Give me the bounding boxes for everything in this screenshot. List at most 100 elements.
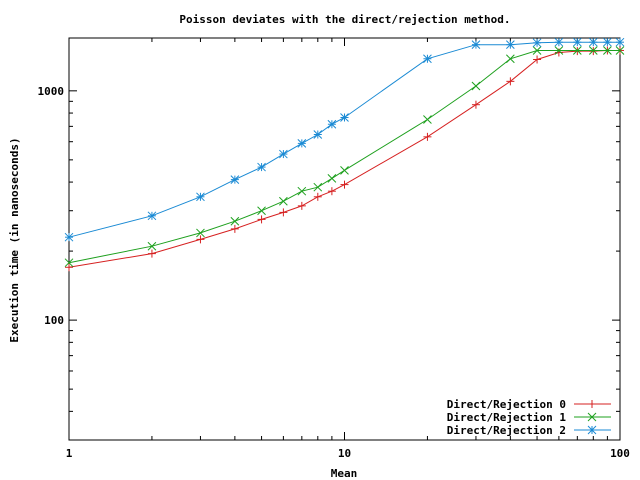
series-1	[64, 46, 625, 268]
data-point	[572, 37, 582, 47]
data-point	[588, 46, 598, 55]
data-point	[506, 54, 515, 64]
data-point	[297, 139, 307, 148]
plot-frame	[68, 37, 621, 441]
series-line	[68, 50, 620, 264]
x-tick-label: 1	[66, 447, 73, 460]
y-tick-label: 100	[44, 314, 64, 327]
data-point	[506, 40, 515, 50]
x-tick-label: 10	[338, 447, 351, 460]
data-point	[533, 55, 542, 64]
data-point	[423, 132, 432, 141]
data-point	[147, 211, 157, 221]
data-point-stroke	[279, 149, 288, 159]
data-point	[532, 46, 542, 55]
data-point	[230, 224, 239, 233]
legend-item: Direct/Rejection 1	[447, 411, 611, 424]
x-axis-label: Mean	[331, 467, 358, 480]
data-point-stroke	[603, 46, 612, 55]
data-point-stroke	[230, 216, 240, 226]
data-point	[65, 263, 73, 272]
data-point-stroke	[423, 54, 432, 64]
data-point-stroke	[554, 46, 564, 55]
data-point-stroke	[257, 162, 266, 172]
legend-label: Direct/Rejection 0	[447, 398, 566, 411]
data-point-stroke	[327, 174, 337, 183]
data-point	[257, 162, 266, 172]
data-point-stroke	[588, 46, 598, 55]
data-point	[196, 228, 205, 238]
data-point-stroke	[532, 38, 542, 48]
data-point	[615, 46, 625, 55]
legend-label: Direct/Rejection 1	[447, 411, 567, 424]
data-point	[327, 119, 337, 129]
data-point	[257, 215, 266, 224]
data-point	[603, 37, 612, 47]
data-point	[554, 37, 564, 47]
data-point	[196, 235, 205, 244]
legend-item: Direct/Rejection 2	[447, 424, 611, 437]
plot-border	[68, 37, 621, 441]
data-point-stroke	[532, 46, 542, 55]
data-point-stroke	[64, 232, 74, 242]
data-point	[297, 201, 306, 210]
data-point	[588, 37, 598, 47]
series-0	[65, 46, 624, 272]
data-point-stroke	[196, 192, 205, 202]
data-point	[340, 165, 349, 175]
data-point-stroke	[587, 412, 597, 422]
legend-label: Direct/Rejection 2	[447, 424, 566, 437]
data-point-stroke	[230, 175, 240, 184]
data-point-stroke	[196, 228, 205, 238]
data-point-stroke	[572, 46, 582, 55]
y-tick-label: 1000	[38, 85, 65, 98]
data-point	[340, 180, 349, 189]
data-point	[64, 258, 74, 268]
data-point	[297, 186, 307, 196]
data-point	[279, 196, 288, 206]
data-point	[313, 192, 322, 201]
data-point-stroke	[506, 40, 515, 50]
data-point	[423, 115, 432, 124]
data-point	[230, 216, 240, 226]
data-point-stroke	[147, 211, 157, 221]
data-point	[532, 38, 542, 48]
data-point-stroke	[297, 139, 307, 148]
data-point	[313, 182, 323, 192]
data-point	[196, 192, 205, 202]
data-point-stroke	[471, 40, 481, 50]
data-point	[603, 46, 612, 55]
data-point-stroke	[327, 119, 337, 129]
data-point-stroke	[64, 258, 74, 268]
data-point-stroke	[340, 165, 349, 175]
axes: 1 10 100 100 1000	[38, 38, 630, 460]
data-point-stroke	[423, 115, 432, 124]
data-point	[340, 113, 349, 122]
data-point	[279, 208, 288, 217]
data-point-stroke	[572, 37, 582, 47]
data-point-stroke	[297, 186, 307, 196]
data-point-stroke	[615, 37, 625, 47]
legend-item: Direct/Rejection 0	[447, 398, 611, 411]
data-point	[230, 175, 240, 184]
data-point-stroke	[587, 425, 597, 435]
data-point-stroke	[615, 46, 625, 55]
data-point-stroke	[147, 241, 157, 251]
data-point	[257, 206, 266, 216]
data-point-stroke	[279, 196, 288, 206]
data-point-stroke	[313, 182, 323, 192]
data-point	[615, 37, 625, 47]
data-point	[313, 130, 323, 139]
series-layer	[64, 37, 625, 272]
data-point	[554, 48, 563, 57]
data-point-stroke	[603, 37, 612, 47]
data-point	[572, 46, 582, 55]
chart-title: Poisson deviates with the direct/rejecti…	[179, 13, 510, 26]
series-line	[68, 41, 620, 238]
data-point	[147, 249, 156, 258]
x-tick-label: 100	[610, 447, 630, 460]
data-point-stroke	[588, 37, 598, 47]
data-point-stroke	[257, 206, 266, 216]
